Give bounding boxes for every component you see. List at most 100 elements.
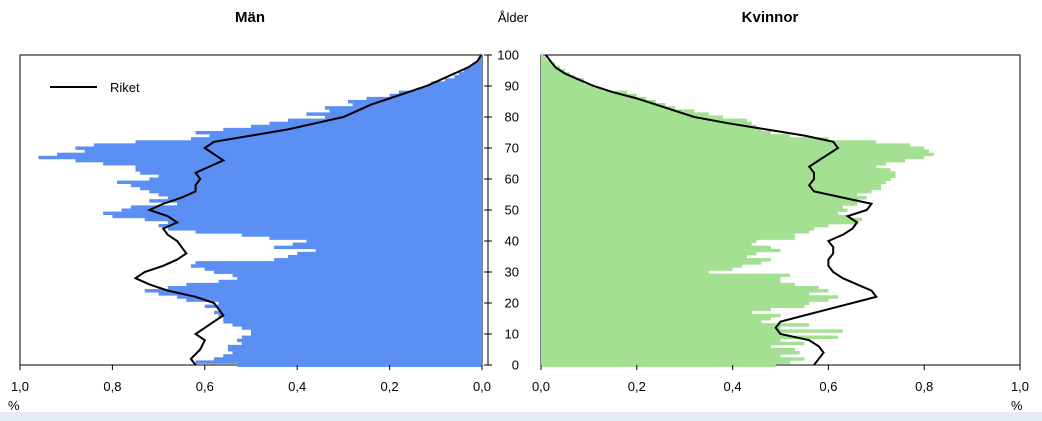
men-bar-age-7	[241, 341, 482, 346]
women-bar-age-83	[541, 106, 676, 110]
men-bar-age-50	[121, 208, 482, 212]
men-bar-age-62	[140, 171, 482, 175]
men-bar-age-2	[214, 357, 483, 361]
men-bar-age-69	[84, 149, 483, 154]
men-bar-age-81	[306, 112, 482, 116]
women-bar-age-23	[541, 292, 810, 296]
men-bar-age-22	[177, 295, 482, 299]
women-bar-age-69	[541, 149, 929, 154]
women-bar-age-60	[541, 177, 891, 181]
women-bar-age-79	[541, 118, 747, 123]
men-bar-age-49	[103, 211, 482, 216]
women-bar-age-49	[541, 211, 838, 216]
men-bar-age-89	[417, 87, 482, 92]
men-bar-age-76	[223, 127, 482, 132]
women-bar-age-73	[541, 137, 829, 141]
women-bar-age-20	[541, 301, 810, 305]
women-bar-age-77	[541, 124, 757, 129]
men-bar-age-43	[195, 230, 482, 234]
men-bar-age-83	[324, 106, 482, 110]
men-bar-age-39	[292, 242, 482, 247]
women-bar-age-32	[541, 264, 743, 268]
women-bar-age-41	[541, 236, 795, 240]
women-bar-age-10	[541, 332, 781, 336]
women-bars	[541, 53, 934, 367]
men-bar-age-86	[366, 96, 482, 101]
men-bar-age-11	[251, 329, 482, 333]
women-bar-age-43	[541, 230, 810, 234]
men-bar-age-44	[167, 227, 482, 231]
men-bar-age-4	[232, 351, 482, 355]
men-bar-age-35	[287, 254, 482, 259]
women-bar-age-14	[541, 320, 762, 324]
men-bar-age-40	[306, 239, 482, 243]
women-bar-age-76	[541, 127, 762, 132]
age-tick-label-50: 50	[505, 203, 519, 218]
men-bar-age-24	[144, 289, 483, 293]
women-bar-age-28	[541, 276, 781, 281]
women-bar-age-68	[541, 152, 934, 157]
men-bar-age-9	[241, 335, 482, 340]
men-bar-age-56	[149, 189, 483, 194]
women-bar-age-55	[541, 192, 858, 197]
bottom-band	[0, 412, 1042, 421]
men-bar-age-12	[241, 326, 482, 330]
men-bar-age-54	[167, 196, 482, 200]
women-x-tick-label-0: 0,0	[532, 379, 550, 394]
men-bar-age-27	[218, 279, 482, 284]
men-bar-age-13	[232, 323, 482, 327]
age-tick-label-10: 10	[505, 327, 519, 342]
women-bar-age-93	[541, 75, 575, 79]
women-bar-age-42	[541, 233, 795, 237]
women-bar-age-72	[541, 140, 877, 144]
women-bar-age-6	[541, 344, 771, 349]
women-bar-age-16	[541, 313, 781, 318]
women-bar-age-56	[541, 189, 872, 194]
men-bar-age-10	[251, 332, 482, 336]
women-bar-age-30	[541, 270, 709, 274]
women-x-tick-label-4: 0,8	[915, 379, 933, 394]
age-tick-label-20: 20	[505, 296, 519, 311]
women-bar-age-2	[541, 357, 805, 361]
men-bar-age-0	[237, 363, 482, 367]
women-bar-age-29	[541, 273, 791, 278]
men-bar-age-53	[149, 199, 483, 203]
women-bar-age-39	[541, 242, 752, 247]
men-bar-age-32	[190, 264, 482, 268]
men-bar-age-36	[297, 251, 482, 256]
women-bar-age-11	[541, 329, 843, 333]
men-bar-age-82	[329, 109, 482, 113]
women-bar-age-100	[541, 53, 544, 57]
men-bar-age-88	[398, 90, 482, 95]
men-bar-age-74	[209, 134, 483, 138]
women-bar-age-63	[541, 168, 891, 172]
men-bar-age-38	[274, 245, 482, 250]
men-bar-age-1	[195, 360, 482, 364]
women-bar-age-3	[541, 354, 781, 358]
women-bar-age-8	[541, 338, 781, 343]
age-tick-label-90: 90	[505, 79, 519, 94]
women-bar-age-35	[541, 254, 747, 259]
women-unit-label: %	[1011, 398, 1023, 412]
women-bar-age-27	[541, 279, 781, 284]
women-bar-age-99	[541, 56, 546, 61]
legend: Riket	[50, 80, 140, 95]
women-bar-age-34	[541, 258, 771, 262]
men-bar-age-60	[149, 177, 483, 181]
men-bar-age-71	[93, 143, 483, 147]
men-bar-age-48	[112, 214, 483, 219]
women-bar-age-88	[541, 90, 628, 95]
men-bar-age-47	[144, 217, 483, 222]
men-x-tick-label-5: 0,0	[473, 379, 491, 394]
women-bar-age-94	[541, 72, 570, 76]
men-bar-age-96	[468, 65, 482, 70]
women-bar-age-98	[541, 59, 551, 64]
men-bar-age-59	[117, 180, 483, 185]
men-bar-age-21	[186, 298, 482, 302]
men-bar-age-57	[140, 186, 482, 191]
men-bar-age-14	[223, 320, 482, 324]
women-bar-age-51	[541, 205, 843, 209]
men-bar-age-15	[223, 316, 482, 321]
age-axis: 0 10 20 30 40 50 60 70 80 90 100	[484, 48, 519, 373]
men-bar-age-85	[348, 99, 482, 104]
